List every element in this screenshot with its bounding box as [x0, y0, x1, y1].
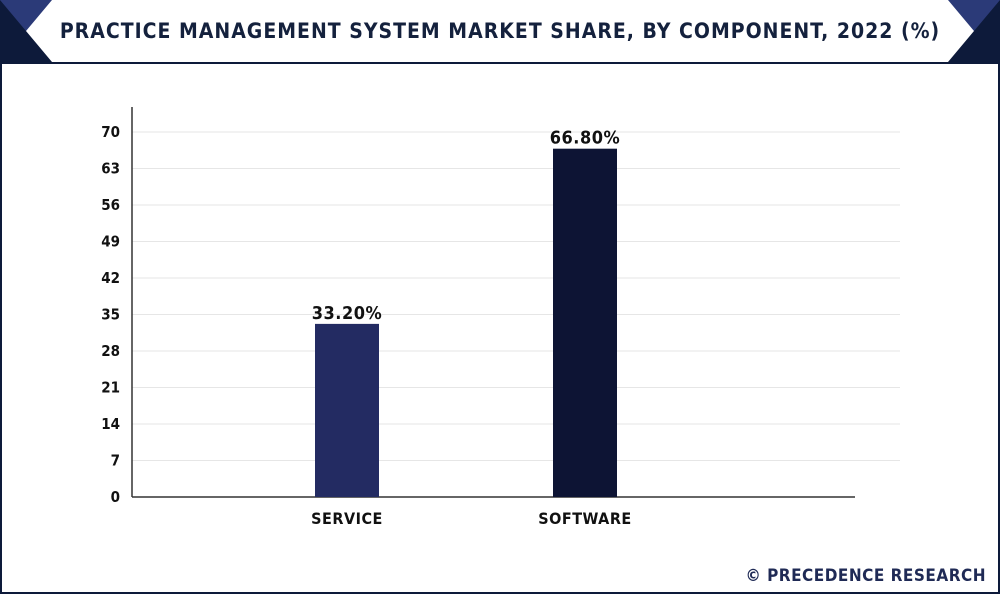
y-tick-label: 14 — [101, 415, 120, 433]
y-tick-label: 35 — [101, 306, 120, 324]
y-tick-label: 70 — [101, 123, 120, 141]
x-tick-label: SOFTWARE — [538, 509, 631, 528]
y-tick-label: 49 — [101, 233, 120, 251]
y-tick-label: 28 — [101, 342, 120, 360]
y-tick-label: 0 — [111, 488, 120, 506]
data-label-software: 66.80% — [550, 128, 620, 149]
y-tick-label: 56 — [101, 196, 120, 214]
axis-layer: 0 7 14 21 28 35 42 49 56 63 70 — [101, 107, 855, 506]
y-tick-label: 21 — [101, 379, 120, 397]
data-label-service: 33.20% — [312, 303, 382, 324]
grid-layer — [132, 131, 900, 461]
bar-software — [553, 148, 617, 497]
bar-layer — [315, 148, 617, 497]
source-credit: © PRECEDENCE RESEARCH — [745, 566, 986, 586]
label-layer: 33.20% SERVICE 66.80% SOFTWARE — [311, 128, 631, 528]
title-banner: PRACTICE MANAGEMENT SYSTEM MARKET SHARE,… — [0, 0, 1000, 64]
chart-title: PRACTICE MANAGEMENT SYSTEM MARKET SHARE,… — [59, 19, 941, 43]
y-tick-label: 63 — [101, 160, 120, 178]
y-tick-label: 42 — [101, 269, 120, 287]
y-tick-label: 7 — [111, 452, 120, 470]
right-corner-dark — [948, 0, 1000, 62]
x-tick-label: SERVICE — [311, 509, 383, 528]
left-corner-dark — [0, 0, 52, 62]
banner-corners — [0, 0, 1000, 62]
bar-service — [315, 323, 379, 497]
